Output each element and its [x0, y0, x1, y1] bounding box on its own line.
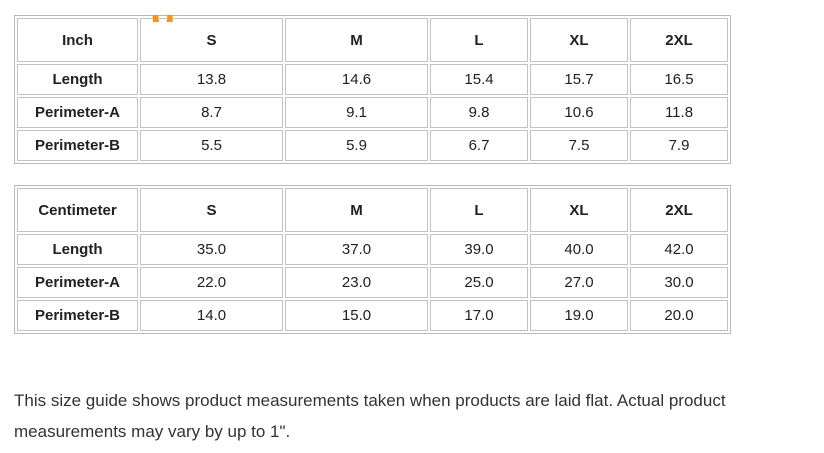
size-header-cell: L: [430, 188, 528, 232]
value-cell: 13.8: [140, 64, 283, 95]
value-cell: 15.7: [530, 64, 628, 95]
row-label-cell: Perimeter-A: [17, 267, 138, 298]
value-cell: 9.1: [285, 97, 428, 128]
value-cell: 7.9: [630, 130, 728, 161]
size-header-cell: XL: [530, 18, 628, 62]
size-header-cell: S: [140, 188, 283, 232]
value-cell: 39.0: [430, 234, 528, 265]
inch-size-table: Inch S M L XL 2XL Length 13.8 14.6 15.4 …: [14, 15, 731, 164]
value-cell: 6.7: [430, 130, 528, 161]
value-cell: 11.8: [630, 97, 728, 128]
value-cell: 25.0: [430, 267, 528, 298]
size-header-cell: 2XL: [630, 18, 728, 62]
centimeter-header-row: Centimeter S M L XL 2XL: [17, 188, 728, 232]
inch-header-row: Inch S M L XL 2XL: [17, 18, 728, 62]
table-row: Perimeter-A 22.0 23.0 25.0 27.0 30.0: [17, 267, 728, 298]
value-cell: 15.4: [430, 64, 528, 95]
value-cell: 9.8: [430, 97, 528, 128]
heading-fragment-letter: g: [151, 15, 175, 22]
value-cell: 7.5: [530, 130, 628, 161]
value-cell: 30.0: [630, 267, 728, 298]
heading-fragment: g: [151, 15, 181, 22]
table-row: Perimeter-A 8.7 9.1 9.8 10.6 11.8: [17, 97, 728, 128]
size-header-cell: S: [140, 18, 283, 62]
row-label-cell: Perimeter-A: [17, 97, 138, 128]
value-cell: 20.0: [630, 300, 728, 331]
row-label-cell: Length: [17, 64, 138, 95]
value-cell: 42.0: [630, 234, 728, 265]
table-row: Length 35.0 37.0 39.0 40.0 42.0: [17, 234, 728, 265]
value-cell: 16.5: [630, 64, 728, 95]
unit-header-cell: Centimeter: [17, 188, 138, 232]
value-cell: 37.0: [285, 234, 428, 265]
value-cell: 23.0: [285, 267, 428, 298]
unit-header-cell: Inch: [17, 18, 138, 62]
row-label-cell: Length: [17, 234, 138, 265]
size-header-cell: L: [430, 18, 528, 62]
table-row: Perimeter-B 5.5 5.9 6.7 7.5 7.9: [17, 130, 728, 161]
size-header-cell: 2XL: [630, 188, 728, 232]
value-cell: 5.5: [140, 130, 283, 161]
size-guide-note: This size guide shows product measuremen…: [14, 391, 726, 441]
size-header-cell: M: [285, 18, 428, 62]
centimeter-size-table: Centimeter S M L XL 2XL Length 35.0 37.0…: [14, 185, 731, 334]
value-cell: 22.0: [140, 267, 283, 298]
size-header-cell: XL: [530, 188, 628, 232]
table-row: Perimeter-B 14.0 15.0 17.0 19.0 20.0: [17, 300, 728, 331]
value-cell: 19.0: [530, 300, 628, 331]
size-header-cell: M: [285, 188, 428, 232]
table-row: Length 13.8 14.6 15.4 15.7 16.5: [17, 64, 728, 95]
value-cell: 40.0: [530, 234, 628, 265]
value-cell: 14.0: [140, 300, 283, 331]
value-cell: 5.9: [285, 130, 428, 161]
value-cell: 15.0: [285, 300, 428, 331]
row-label-cell: Perimeter-B: [17, 130, 138, 161]
value-cell: 8.7: [140, 97, 283, 128]
value-cell: 10.6: [530, 97, 628, 128]
value-cell: 14.6: [285, 64, 428, 95]
value-cell: 35.0: [140, 234, 283, 265]
row-label-cell: Perimeter-B: [17, 300, 138, 331]
value-cell: 17.0: [430, 300, 528, 331]
value-cell: 27.0: [530, 267, 628, 298]
